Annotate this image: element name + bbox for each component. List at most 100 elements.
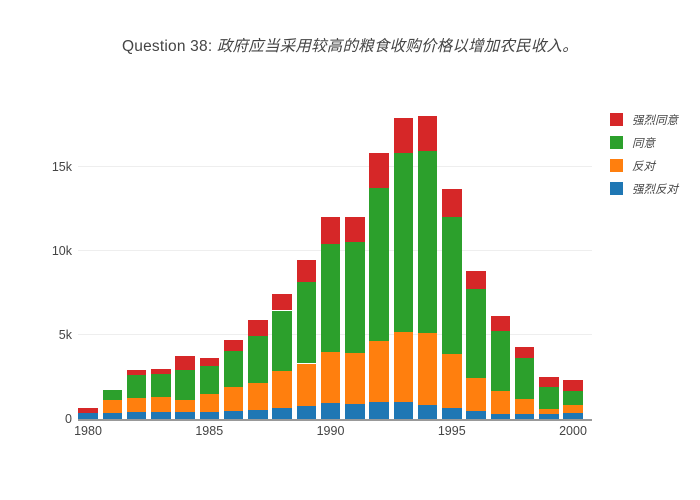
bar-1988-red[interactable] (272, 294, 292, 311)
x-tick-1985: 1985 (195, 424, 224, 438)
bar-1997-blue[interactable] (490, 413, 510, 419)
bar-1982-green[interactable] (126, 374, 147, 398)
title-question-text: 政府应当采用较高的粮食收购价格以增加农民收入。 (216, 37, 578, 55)
bar-1982-blue[interactable] (126, 412, 147, 419)
bar-1996-blue[interactable] (466, 411, 486, 419)
bar-1984-orange[interactable] (175, 399, 195, 413)
bar-1992-blue[interactable] (369, 402, 389, 419)
bar-1995-orange[interactable] (442, 353, 462, 408)
bar-1991-red[interactable] (345, 217, 365, 242)
bar-1990-orange[interactable] (320, 351, 341, 404)
bar-1985-orange[interactable] (199, 393, 219, 413)
bar-1986-orange[interactable] (223, 387, 244, 412)
bar-1984-blue[interactable] (175, 412, 195, 419)
bar-1995-green[interactable] (442, 217, 462, 354)
bar-1994-orange[interactable] (417, 333, 438, 405)
bar-1986-red[interactable] (223, 339, 244, 352)
bar-1998-green[interactable] (514, 357, 535, 400)
bar-2000-blue[interactable] (563, 413, 583, 419)
bar-1985-blue[interactable] (199, 412, 219, 419)
bar-1998-blue[interactable] (514, 413, 535, 419)
bar-1983-green[interactable] (151, 373, 171, 397)
bar-1984-red[interactable] (175, 356, 195, 370)
y-tick-5k: 5k (58, 327, 72, 342)
bar-1992-orange[interactable] (369, 340, 389, 403)
bar-1996-orange[interactable] (466, 377, 486, 412)
bar-1987-blue[interactable] (248, 409, 268, 419)
bar-1989-orange[interactable] (296, 363, 316, 406)
bar-1994-blue[interactable] (417, 404, 438, 419)
title-prefix: Question 38: (122, 38, 217, 55)
bar-1991-blue[interactable] (345, 404, 365, 419)
legend-item-orange[interactable]: 反对 (610, 154, 678, 177)
bar-1997-green[interactable] (490, 330, 510, 391)
bar-1993-red[interactable] (393, 118, 413, 153)
bar-1987-orange[interactable] (248, 383, 268, 410)
bar-1999-orange[interactable] (539, 408, 559, 415)
bar-1980-red[interactable] (78, 408, 98, 414)
bar-1996-red[interactable] (466, 270, 486, 290)
bar-2000-red[interactable] (563, 380, 583, 391)
x-axis-line (78, 419, 592, 421)
bar-1980-blue[interactable] (78, 413, 98, 419)
bar-1986-green[interactable] (223, 351, 244, 388)
chart-title: Question 38: 政府应当采用较高的粮食收购价格以增加农民收入。 (0, 34, 700, 56)
bar-1989-green[interactable] (296, 281, 316, 364)
bar-1981-blue[interactable] (102, 413, 122, 419)
bar-1988-green[interactable] (272, 310, 292, 372)
bar-1991-green[interactable] (345, 241, 365, 354)
bar-1994-red[interactable] (417, 115, 438, 151)
x-tick-1990: 1990 (316, 424, 345, 438)
bar-1984-green[interactable] (175, 369, 195, 400)
bar-1995-blue[interactable] (442, 407, 462, 419)
legend-swatch-red (610, 113, 623, 126)
bar-1999-blue[interactable] (539, 414, 559, 419)
bar-1990-blue[interactable] (320, 403, 341, 419)
bar-1982-red[interactable] (126, 369, 147, 375)
bar-1983-blue[interactable] (151, 411, 171, 419)
bar-1990-red[interactable] (320, 217, 341, 244)
bar-1981-green[interactable] (102, 389, 122, 400)
bar-1992-green[interactable] (369, 187, 389, 341)
bar-1995-red[interactable] (442, 188, 462, 218)
bar-1981-orange[interactable] (102, 400, 122, 414)
bar-2000-orange[interactable] (563, 404, 583, 414)
bar-1998-orange[interactable] (514, 399, 535, 414)
legend-item-green[interactable]: 同意 (610, 131, 678, 154)
plot-area[interactable] (78, 100, 592, 421)
bar-1997-red[interactable] (490, 316, 510, 331)
bar-1988-orange[interactable] (272, 371, 292, 408)
bar-1989-red[interactable] (296, 260, 316, 282)
bar-2000-green[interactable] (563, 390, 583, 405)
legend-label-red: 强烈同意 (632, 112, 678, 127)
bar-1986-blue[interactable] (223, 411, 244, 419)
bar-1983-orange[interactable] (151, 396, 171, 412)
bar-1985-red[interactable] (199, 357, 219, 367)
bar-1987-green[interactable] (248, 335, 268, 383)
x-tick-1980: 1980 (74, 424, 102, 438)
legend-item-blue[interactable]: 强烈反对 (610, 177, 678, 200)
bar-1988-blue[interactable] (272, 407, 292, 419)
legend-label-green: 同意 (632, 135, 655, 150)
legend-item-red[interactable]: 强烈同意 (610, 108, 678, 131)
bar-1997-orange[interactable] (490, 390, 510, 414)
bar-1992-red[interactable] (369, 152, 389, 188)
bar-1998-red[interactable] (514, 346, 535, 358)
legend-swatch-blue (610, 182, 623, 195)
bar-1982-orange[interactable] (126, 397, 147, 413)
bar-1990-green[interactable] (320, 243, 341, 352)
bar-1993-blue[interactable] (393, 402, 413, 419)
bar-1996-green[interactable] (466, 289, 486, 378)
legend: 强烈同意同意反对 强烈反对 (610, 108, 678, 200)
bar-1983-red[interactable] (151, 368, 171, 374)
bar-1987-red[interactable] (248, 320, 268, 336)
bar-1994-green[interactable] (417, 150, 438, 334)
bar-1985-green[interactable] (199, 366, 219, 394)
bar-1993-green[interactable] (393, 153, 413, 333)
bar-1999-red[interactable] (539, 377, 559, 387)
bar-1999-green[interactable] (539, 386, 559, 409)
bar-1991-orange[interactable] (345, 353, 365, 405)
bar-1993-orange[interactable] (393, 332, 413, 403)
bar-1989-blue[interactable] (296, 405, 316, 419)
